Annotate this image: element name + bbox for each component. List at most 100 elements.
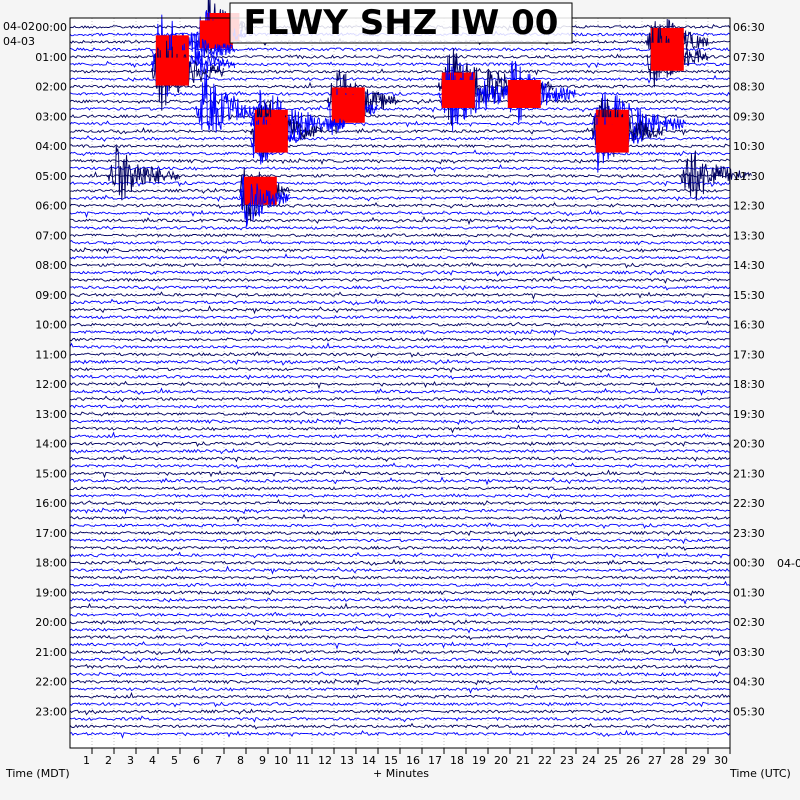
x-tick-label: 22 [538, 754, 552, 767]
x-tick-label: 10 [274, 754, 288, 767]
right-hour-label: 02:30 [733, 616, 765, 629]
x-tick-label: 6 [193, 754, 200, 767]
trace-row [69, 626, 731, 634]
trace-row [69, 149, 731, 157]
trace-row [69, 342, 731, 350]
trace-row [69, 729, 731, 739]
x-tick-label: 5 [171, 754, 178, 767]
trace-row [69, 90, 731, 98]
clip-marker [199, 20, 233, 49]
trace-row [69, 431, 731, 440]
trace-row [69, 619, 731, 627]
trace-row [69, 157, 731, 165]
left-hour-label: 23:00 [35, 705, 67, 718]
chart-title: FLWY SHZ IW 00 [244, 3, 559, 43]
trace-row [69, 314, 731, 320]
trace-row [69, 597, 731, 605]
trace-row [69, 499, 731, 506]
clip-marker [507, 80, 541, 108]
left-hour-label: 10:00 [35, 319, 67, 332]
seismic-event [326, 88, 379, 136]
trace-row [69, 691, 731, 700]
x-tick-label: 25 [604, 754, 618, 767]
left-hour-label: 19:00 [35, 586, 67, 599]
right-hour-label: 21:30 [733, 467, 765, 480]
x-tick-label: 21 [516, 754, 530, 767]
trace-row [69, 201, 731, 209]
right-hour-label: 15:30 [733, 289, 765, 302]
right-hour-label: 16:30 [733, 319, 765, 332]
x-tick-label: 20 [494, 754, 508, 767]
trace-row [69, 522, 731, 530]
event-waveform [107, 145, 180, 201]
date-label-next: 04-03 [3, 35, 35, 48]
trace-row [69, 647, 731, 657]
left-hour-label: 07:00 [35, 229, 67, 242]
left-hour-label: 08:00 [35, 259, 67, 272]
event-waveform [238, 175, 290, 227]
trace-row [69, 208, 731, 219]
seismic-event [679, 150, 752, 201]
trace-row [69, 298, 731, 306]
right-hour-label: 13:30 [733, 229, 765, 242]
left-axis-title: Time (MDT) [5, 767, 70, 780]
trace-row [69, 105, 731, 113]
right-hour-label: 20:30 [733, 438, 765, 451]
right-hour-label: 18:30 [733, 378, 765, 391]
clip-marker [595, 124, 629, 153]
seismic-event [249, 116, 302, 165]
left-hour-label: 09:00 [35, 289, 67, 302]
x-tick-label: 9 [259, 754, 266, 767]
trace-row [69, 448, 731, 455]
trace-row [69, 580, 731, 588]
x-tick-label: 3 [127, 754, 134, 767]
right-hour-label: 12:30 [733, 200, 765, 213]
trace-row [69, 701, 731, 708]
trace-row [69, 611, 731, 619]
left-hour-label: 12:00 [35, 378, 67, 391]
left-hour-label: 04:00 [35, 140, 67, 153]
left-hour-label: 06:00 [35, 200, 67, 213]
x-tick-label: 19 [472, 754, 486, 767]
x-tick-label: 1 [83, 754, 90, 767]
seismic-event [646, 24, 709, 88]
trace-row [69, 485, 731, 491]
right-hour-label: 11:30 [733, 170, 765, 183]
trace-row [69, 708, 731, 716]
x-tick-label: 28 [670, 754, 684, 767]
trace-row [69, 493, 731, 499]
trace-row [69, 469, 731, 479]
right-hour-label: 22:30 [733, 497, 765, 510]
x-tick-label: 29 [692, 754, 706, 767]
trace-row [69, 262, 731, 269]
left-hour-label: 17:00 [35, 527, 67, 540]
trace-row [69, 395, 731, 403]
left-hour-label: 16:00 [35, 497, 67, 510]
clip-marker [650, 42, 684, 71]
trace-row [69, 285, 731, 291]
trace-row [69, 404, 731, 409]
trace-row [69, 225, 731, 231]
trace-row [69, 358, 731, 366]
left-hour-label: 13:00 [35, 408, 67, 421]
trace-row [69, 640, 731, 650]
left-hour-labels: 00:00 01:00 02:00 03:00 04:00 05:00 06:00 07:00… [35, 21, 67, 718]
right-hour-label: 05:30 [733, 705, 765, 718]
left-hour-label: 20:00 [35, 616, 67, 629]
right-hour-label: 23:30 [733, 527, 765, 540]
trace-row [69, 684, 731, 694]
right-date-change-label: 04-0 [777, 557, 800, 570]
x-tick-label: 23 [560, 754, 574, 767]
trace-row [69, 320, 731, 328]
right-hour-labels: 06:30 07:30 08:30 09:30 10:30 11:30 12:30 13:30… [733, 21, 765, 718]
seismic-event [194, 10, 247, 57]
trace-row [69, 656, 731, 663]
trace-row [69, 409, 731, 417]
trace-row [69, 387, 731, 397]
left-hour-label: 22:00 [35, 676, 67, 689]
trace-row [69, 574, 731, 580]
trace-row [69, 216, 731, 226]
left-hour-label: 14:00 [35, 438, 67, 451]
